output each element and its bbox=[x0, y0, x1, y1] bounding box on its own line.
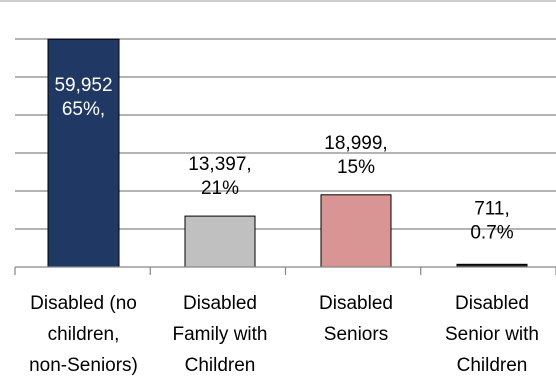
x-tick-label: Children bbox=[457, 355, 528, 376]
x-tick-label: Disabled bbox=[319, 293, 393, 314]
data-label: 59,952 bbox=[54, 75, 112, 96]
bar-3 bbox=[320, 194, 392, 268]
x-tick-label: Disabled (no bbox=[30, 293, 137, 314]
data-label: 18,999, bbox=[324, 133, 387, 154]
data-label: 15% bbox=[337, 157, 375, 178]
x-tick-label: Children bbox=[185, 355, 256, 376]
x-tick-label: Senior with bbox=[445, 324, 539, 345]
x-tick-label: non-Seniors) bbox=[29, 355, 138, 376]
x-tick-label: Seniors bbox=[324, 324, 388, 345]
data-label: 21% bbox=[201, 178, 239, 199]
x-tick-label: Family with bbox=[172, 324, 267, 345]
bar-2 bbox=[184, 215, 256, 268]
bar-1 bbox=[47, 38, 120, 268]
x-tick-label: Disabled bbox=[183, 293, 257, 314]
data-label: 0.7% bbox=[470, 222, 513, 243]
x-tick-label: Disabled bbox=[455, 293, 529, 314]
data-label: 711, bbox=[474, 198, 510, 219]
data-label: 65%, bbox=[62, 99, 105, 120]
x-tick-label: children, bbox=[48, 324, 120, 345]
data-label: 13,397, bbox=[188, 154, 251, 175]
